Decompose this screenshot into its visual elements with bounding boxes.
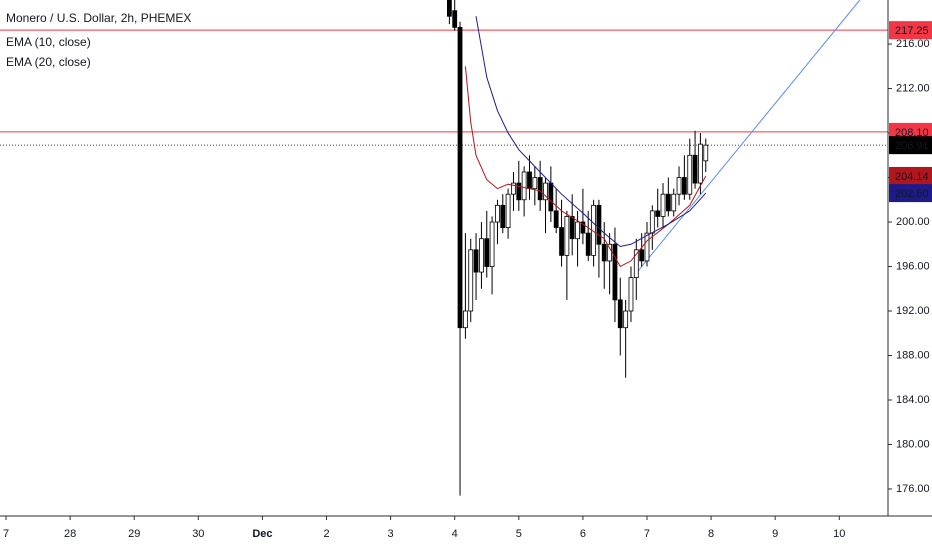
y-tick-label: 200.00: [896, 216, 930, 228]
trend-line: [634, 0, 861, 276]
x-tick-label: 3: [388, 528, 394, 540]
x-tick-label: 5: [516, 528, 522, 540]
candle-body: [532, 177, 538, 190]
candle-body: [463, 310, 468, 329]
candle-body: [489, 221, 495, 267]
candle-body: [676, 177, 682, 195]
candle-body: [500, 204, 506, 228]
candle-body: [511, 182, 516, 195]
ema-line: [475, 16, 707, 248]
y-tick-label: 216.00: [896, 38, 930, 50]
candle-body: [575, 221, 580, 240]
x-tick-label: 9: [772, 528, 778, 540]
y-tick-label: 180.00: [896, 438, 930, 450]
candle-body: [692, 154, 698, 184]
candle-body: [601, 243, 607, 262]
candle-body: [607, 243, 613, 262]
candle-body: [649, 210, 655, 234]
candle-body: [697, 143, 703, 184]
overlay: 216.00212.00208.00204.00200.00196.00192.…: [3, 21, 932, 540]
candle-body: [479, 238, 484, 273]
y-tick-label: 176.00: [896, 483, 930, 495]
candle-body: [521, 171, 527, 201]
candle-body: [612, 243, 618, 301]
candle-body: [505, 193, 511, 228]
candle-body: [644, 232, 650, 262]
x-tick-label: 7: [3, 528, 9, 540]
x-tick-label: 4: [452, 528, 458, 540]
chart-title: Monero / U.S. Dollar, 2h, PHEMEX: [6, 11, 191, 25]
candle-body: [569, 216, 575, 240]
price-badge-label: 204.14: [895, 171, 929, 183]
candle-body: [580, 221, 586, 234]
x-tick-label: 2: [323, 528, 329, 540]
candle-body: [623, 310, 629, 329]
x-tick-label: 30: [192, 528, 204, 540]
candle-body: [559, 227, 564, 256]
x-tick-label: 8: [708, 528, 714, 540]
candle-body: [585, 232, 591, 256]
candle-body: [527, 171, 532, 190]
plot-area: [0, 0, 888, 496]
x-tick-label: 29: [128, 528, 140, 540]
candle-body: [665, 193, 671, 212]
x-tick-label: 7: [644, 528, 650, 540]
candle-body: [671, 193, 677, 212]
candle-body: [617, 299, 623, 329]
x-tick-label: 6: [580, 528, 586, 540]
y-tick-label: 184.00: [896, 394, 930, 406]
x-tick-label: Dec: [252, 528, 272, 540]
candle-body: [681, 177, 687, 195]
candle-body: [633, 249, 639, 279]
legend-entry: EMA (10, close): [6, 35, 91, 49]
candle-body: [457, 26, 463, 329]
candle-body: [495, 204, 500, 223]
y-tick-label: 196.00: [896, 260, 930, 272]
candle-body: [484, 238, 490, 267]
price-badge: [889, 136, 932, 155]
candle-body: [543, 182, 548, 201]
candle-body: [564, 216, 570, 256]
candle-body: [655, 210, 661, 217]
x-tick-label: 28: [64, 528, 76, 540]
x-tick-label: 10: [833, 528, 845, 540]
candle-body: [687, 154, 693, 195]
candle-body: [473, 249, 479, 273]
price-badge-label: 217.25: [895, 25, 929, 37]
price-badge-label: 206.91: [895, 140, 929, 152]
candle-body: [452, 10, 458, 28]
y-tick-label: 212.00: [896, 82, 930, 94]
price-badge-label: 208.10: [895, 127, 929, 139]
candle-body: [628, 277, 634, 312]
price-badge: [889, 166, 932, 185]
legend-entry: EMA (20, close): [6, 55, 91, 69]
y-tick-label: 192.00: [896, 305, 930, 317]
price-badge-label: 202.60: [895, 188, 929, 200]
candle-body: [537, 177, 543, 201]
candle-body: [516, 182, 522, 201]
ema-line: [464, 66, 707, 268]
candle-body: [548, 182, 554, 212]
candle-body: [703, 144, 709, 162]
candle-body: [446, 0, 452, 17]
y-tick-label: 188.00: [896, 349, 930, 361]
candle-body: [660, 193, 666, 217]
candle-body: [596, 204, 602, 245]
candle-body: [553, 210, 559, 228]
price-badge: [889, 184, 932, 203]
candle-body: [468, 249, 474, 312]
price-badge: [889, 21, 932, 40]
candle-body: [639, 249, 645, 262]
